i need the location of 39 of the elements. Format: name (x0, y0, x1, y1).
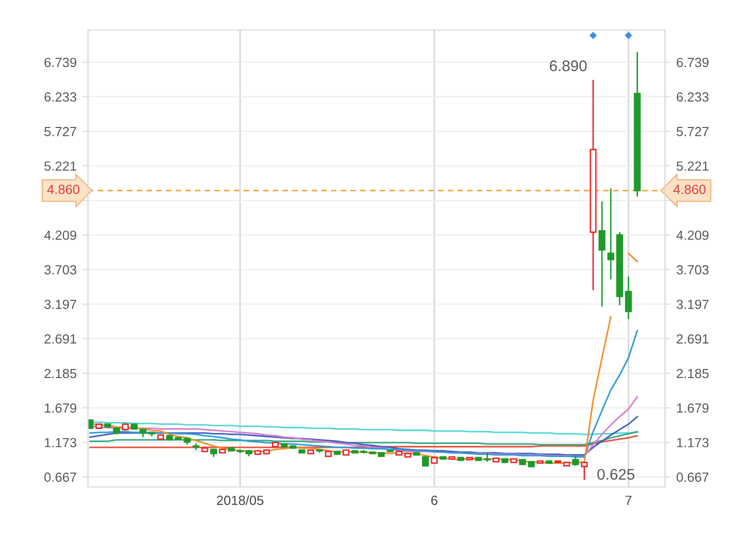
line-series (89, 435, 638, 448)
candlestick (590, 79, 597, 291)
y2-tick-label: 5.727 (676, 126, 708, 136)
y-tick-label: 2.185 (44, 368, 76, 378)
candlestick (598, 200, 606, 308)
candlestick (634, 51, 641, 198)
y-tick-label: 4.209 (44, 230, 76, 240)
y2-tick-label: 3.703 (676, 265, 709, 274)
y2-tick-label: 2.185 (676, 368, 709, 378)
y-tick-label: 3.703 (44, 265, 76, 274)
y-tick-label: 2.691 (44, 334, 76, 344)
y2-tick-label: 3.197 (676, 300, 708, 310)
y2-tick-label: 4.209 (676, 230, 709, 240)
annotation: 0.625 (597, 468, 634, 480)
x-tick-label: 6 (431, 496, 438, 506)
y-tick-label: 5.221 (44, 161, 76, 171)
x-tick-label: 2018/05 (216, 495, 264, 506)
line-series (89, 416, 638, 456)
candlestick (607, 188, 614, 280)
text: 4.860 (47, 184, 80, 194)
y2-tick-label: 5.221 (676, 161, 708, 171)
y2-tick-label: 6.739 (676, 58, 709, 68)
y-tick-label: 5.727 (44, 126, 76, 136)
y2-tick-label: 1.173 (677, 438, 709, 448)
line-series (89, 330, 638, 458)
y-tick-label: 1.679 (44, 403, 76, 413)
line-series (89, 430, 638, 446)
y-tick-label: 3.197 (44, 300, 76, 310)
y-tick-label: 6.233 (44, 92, 76, 102)
y-tick-label: 0.667 (44, 472, 76, 482)
y2-tick-label: 1.679 (677, 403, 709, 413)
ref-line-label: 4.860 (673, 184, 706, 194)
annotation: 6.890 (550, 60, 587, 72)
x-tick-label: 7 (625, 496, 632, 505)
y2-tick-label: 0.667 (676, 472, 708, 482)
y2-tick-label: 2.691 (676, 334, 708, 344)
y-tick-label: 6.739 (44, 58, 76, 68)
y-tick-label: 1.173 (44, 438, 76, 448)
y2-tick-label: 6.233 (676, 92, 709, 102)
